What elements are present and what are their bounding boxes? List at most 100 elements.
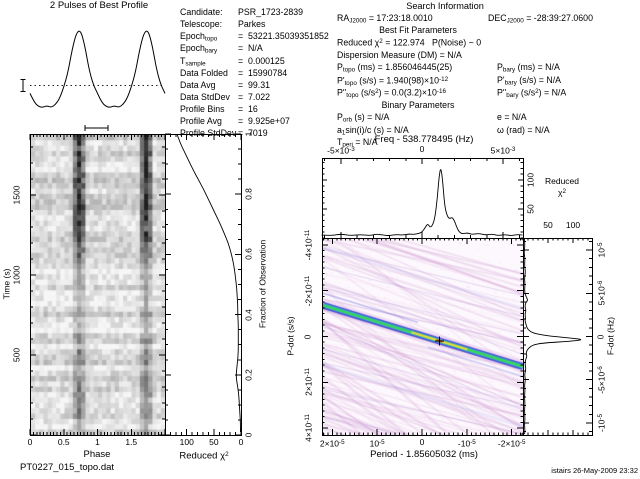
tick-label: 2×10-5 <box>319 438 345 448</box>
tick-label: 100 <box>525 172 535 188</box>
tick-label: -10-5 <box>595 413 606 432</box>
info-value: = 9.925e+07 <box>238 116 290 127</box>
info-row: Tsample = 0.000125 <box>180 56 332 68</box>
tick-label: 0 <box>27 436 33 447</box>
fold-info-block: Candidate: PSR_1723-2839 Telescope: Parkes… <box>180 7 332 141</box>
tick-label: 0 <box>302 334 312 339</box>
period-axis-label: Period - 1.85605032 (ms) <box>370 449 478 460</box>
tick-label: 2×10-11 <box>302 368 313 397</box>
tick-label: 0.2 <box>243 368 253 381</box>
period-pdot-heatmap-canvas <box>323 239 523 435</box>
search-info-block: Search Information RAJ2000 = 17:23:18.00… <box>330 0 640 150</box>
fraction-axis-label: Fraction of Observation <box>257 239 268 329</box>
info-row: Epochtopo = 53221.35039351852 <box>180 31 332 43</box>
info-value: = 15990784 <box>238 67 288 78</box>
omega-value: ω (rad) = N/A <box>497 124 550 135</box>
binary-header: Binary Parameters <box>381 99 455 110</box>
info-row: Profile Avg = 9.925e+07 <box>180 116 332 128</box>
info-label: Tsample <box>180 55 206 68</box>
tick-label: 0 <box>419 144 425 154</box>
info-label: Data Folded <box>180 67 228 78</box>
info-row: Profile StdDev = 7019 <box>180 128 332 140</box>
tick-label: -5×10-6 <box>595 365 606 394</box>
tick-label: 4×10-11 <box>302 414 313 443</box>
tick-label: 1 <box>243 131 253 137</box>
dec-value: DECJ2000 = -28:39:27.0600 <box>488 13 593 25</box>
tick-label: 1500 <box>11 185 21 205</box>
info-row: Data StdDev = 7.022 <box>180 92 332 104</box>
reduced-chi2-axis-label: Reduced χ2 <box>179 450 229 462</box>
tick-label: -2×10-5 <box>497 438 526 448</box>
tick-label: 1.5 <box>125 436 138 447</box>
tick-label: 10-5 <box>369 438 385 448</box>
info-value: PSR_1723-2839 <box>238 7 304 17</box>
tick-label: 0 <box>595 334 605 339</box>
tick-label: 50 <box>543 220 553 230</box>
info-row: Data Avg = 99.31 <box>180 80 332 92</box>
tick-label: 5×10-6 <box>595 280 606 306</box>
info-label: Telescope: <box>180 19 223 30</box>
info-row: Data Folded = 15990784 <box>180 68 332 80</box>
info-value: = 7019 <box>238 128 268 139</box>
pdot-topo-value: P'topo (s/s) = 1.940(98)×10-12 <box>337 75 449 87</box>
info-value: = 99.31 <box>238 79 271 90</box>
best-fit-header: Best Fit Parameters <box>379 25 457 35</box>
freq-reduced-chi2-label: Reduced χ2 <box>544 176 580 197</box>
p-bary-value: Pbary (ms) = N/A <box>497 62 560 74</box>
profile-panel-title: 2 Pulses of Best Profile <box>49 0 149 11</box>
phase-axis-label: Phase <box>83 449 111 460</box>
tick-label: 0.6 <box>243 248 253 261</box>
search-info-title: Search Information <box>406 1 484 11</box>
reduced-chi2-value: Reduced χ2 = 122.974 P(Noise) ~ 0 <box>337 37 482 48</box>
pddot-topo-value: P''topo (s/s2) = 0.0(3.2)×10-16 <box>337 87 446 100</box>
pdot-bary-value: P'bary (s/s) = N/A <box>497 74 562 86</box>
dm-value: Dispersion Measure (DM) = N/A <box>337 49 462 60</box>
tick-label: 0.5 <box>57 436 70 447</box>
tick-label: -4×10-11 <box>302 229 313 261</box>
tick-label: 0.4 <box>243 308 253 321</box>
tick-label: 0 <box>419 436 425 447</box>
tick-label: 0 <box>238 436 244 447</box>
asini-value: a1sin(i)/c (s) = N/A <box>337 124 409 136</box>
info-label: Data Avg <box>180 79 216 90</box>
tick-label: -2×10-11 <box>302 275 313 306</box>
tperi-value: Tperi = N/A <box>337 137 378 149</box>
info-label: Epochbary <box>180 43 218 55</box>
credit-line: istairs 26-May-2009 23:32 <box>551 466 638 475</box>
tick-label: -5×10-3 <box>327 145 355 156</box>
tick-label: 0 <box>243 432 253 438</box>
info-value: = N/A <box>238 43 263 54</box>
info-value: = 0.000125 <box>238 55 285 66</box>
tick-label: -10-5 <box>457 438 476 448</box>
porb-value: Porb (s) = N/A <box>337 112 390 124</box>
time-phase-heatmap-canvas <box>31 135 165 435</box>
tick-label: 5×10-3 <box>490 145 516 156</box>
info-label: Epochtopo <box>180 31 218 43</box>
info-label: Profile Bins <box>180 104 225 115</box>
info-row: Telescope: Parkes <box>180 19 332 31</box>
info-value: = 53221.35039351852 <box>238 31 329 42</box>
tick-label: 500 <box>11 347 21 363</box>
data-filename: PT0227_015_topo.dat <box>20 462 115 473</box>
tick-label: 100 <box>565 220 581 230</box>
info-value: = 16 <box>238 104 258 115</box>
tick-label: 1000 <box>11 265 21 285</box>
freq-panel-title: Freq - 538.778495 (Hz) <box>374 134 474 145</box>
info-label: Data StdDev <box>180 91 230 102</box>
info-value: Parkes <box>238 19 266 30</box>
info-label: Profile StdDev <box>180 128 237 139</box>
fdot-axis-label: F-dot (Hz) <box>605 316 616 356</box>
tick-label: 100 <box>179 436 194 447</box>
eccentricity-value: e = N/A <box>497 112 527 122</box>
info-row: Epochbary = N/A <box>180 43 332 55</box>
tick-label: 50 <box>209 436 219 447</box>
ra-value: RAJ2000 = 17:23:18.0010 <box>337 13 433 25</box>
pddot-bary-value: P''bary (s/s2) = N/A <box>497 87 567 100</box>
info-value: = 7.022 <box>238 91 271 102</box>
tick-label: 10-5 <box>595 242 606 258</box>
info-label: Candidate: <box>180 7 223 17</box>
info-row: Profile Bins = 16 <box>180 104 332 116</box>
info-label: Profile Avg <box>180 116 222 127</box>
